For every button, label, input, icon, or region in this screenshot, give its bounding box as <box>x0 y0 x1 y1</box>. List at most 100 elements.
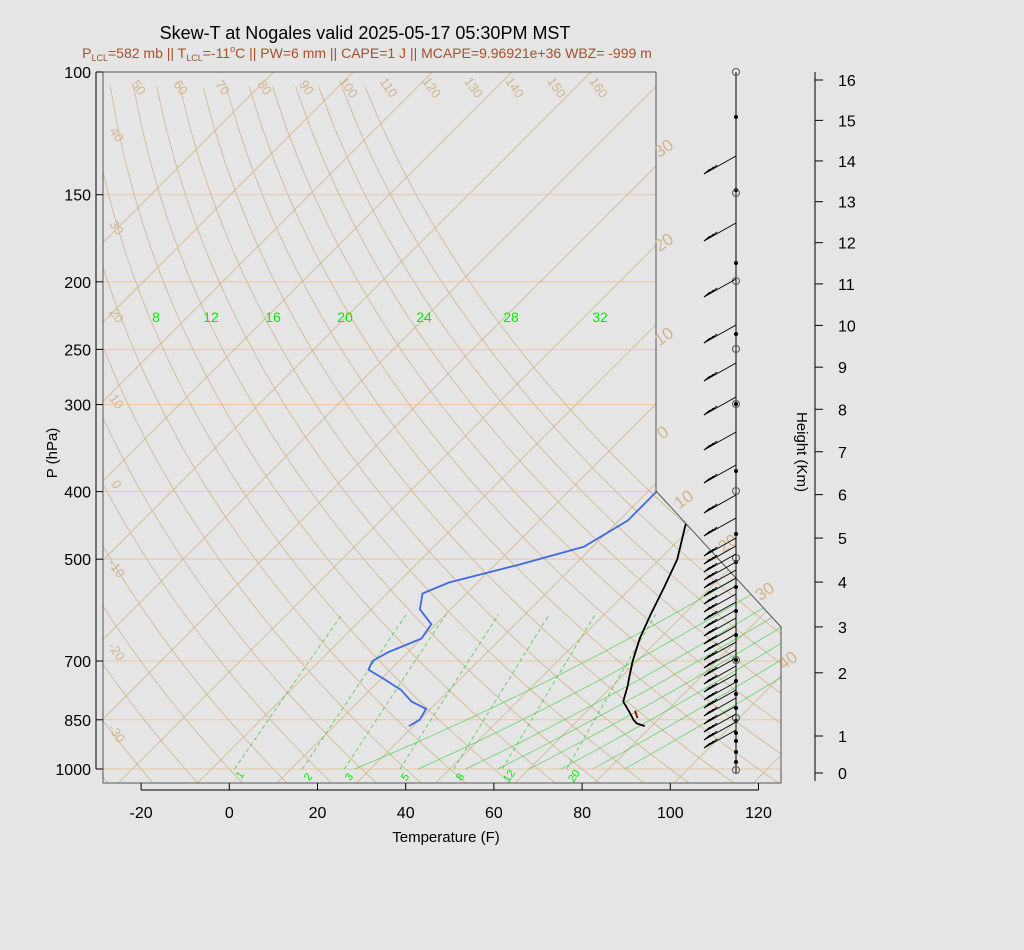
barb-feather <box>710 650 718 657</box>
x-tick-label: 60 <box>485 805 503 822</box>
wind-barb <box>703 577 737 597</box>
wind-barb <box>703 494 737 514</box>
wind-level-dot <box>734 731 738 735</box>
dry-adiabat-top-label: 50 <box>128 77 149 97</box>
x-tick-label: 20 <box>309 805 327 822</box>
dry-adiabat-top-label: 80 <box>254 77 275 97</box>
barb-feather <box>710 594 718 601</box>
barb-feather <box>703 598 711 605</box>
wind-barb <box>703 561 737 581</box>
height-tick-label: 8 <box>838 402 847 419</box>
wind-barb <box>703 396 737 416</box>
barb-feather <box>707 740 714 747</box>
y-tick-label: 300 <box>64 398 91 415</box>
wind-barb <box>703 665 737 685</box>
barb-feather <box>710 405 718 412</box>
height-tick-label: 4 <box>838 575 847 592</box>
barb-feather <box>710 570 718 577</box>
dry-adiabat-170 <box>341 86 781 783</box>
barb-feather <box>707 289 714 296</box>
barb-feather <box>703 550 711 557</box>
wind-barb <box>703 431 737 451</box>
barb-feather <box>703 590 711 597</box>
barb-feather <box>710 546 718 553</box>
barb-feather <box>710 714 718 721</box>
tlcl-value: =-11 <box>203 45 231 61</box>
barb-feather <box>707 335 714 342</box>
wind-barb <box>703 633 737 653</box>
mixing-ratio-label: 8 <box>454 771 467 783</box>
moist-adiabat-label: 12 <box>203 309 219 325</box>
barb-feather <box>710 371 718 378</box>
wind-barb <box>703 278 737 298</box>
dry-adiabat-0 <box>103 86 244 783</box>
moist-adiabat-4 <box>529 323 781 770</box>
barb-feather <box>710 610 718 617</box>
height-tick-label: 15 <box>838 113 856 130</box>
wind-barb <box>703 721 737 741</box>
wind-level-dot <box>734 332 738 336</box>
dry-adiabat-180 <box>364 86 781 783</box>
wind-barb <box>703 609 737 629</box>
dry-adiabat-left-label: 0 <box>108 477 124 492</box>
moist-adiabat-label: 16 <box>265 309 281 325</box>
dry-adiabat-70 <box>110 86 557 783</box>
wind-barb <box>703 657 737 677</box>
dry-adiabat-left-label: 30 <box>106 217 127 237</box>
barb-feather <box>707 373 714 380</box>
barb-feather <box>707 716 714 723</box>
wind-level-dot <box>734 739 738 743</box>
barb-feather <box>710 526 718 533</box>
dry-adiabat-left-label: -20 <box>105 639 128 663</box>
y-tick-label: 400 <box>64 485 91 502</box>
isotherm-label: 10 <box>671 486 697 512</box>
barb-feather <box>707 580 714 587</box>
barb-feather <box>710 578 718 585</box>
height-tick-label: 11 <box>838 277 855 294</box>
barb-feather <box>703 622 711 629</box>
x-tick-label: -20 <box>130 805 153 822</box>
wind-barb <box>703 673 737 693</box>
wind-level-dot <box>734 532 738 536</box>
isotherm-60 <box>832 40 1024 784</box>
barb-feather <box>707 572 714 579</box>
wind-barb <box>703 222 737 242</box>
dry-adiabat-20 <box>103 86 333 783</box>
barb-feather <box>710 586 718 593</box>
x-axis-label: Temperature (F) <box>392 829 500 846</box>
barb-feather <box>707 652 714 659</box>
moist-adiabat-6 <box>592 323 781 770</box>
barb-feather <box>703 686 711 693</box>
moist-adiabat-label: 8 <box>152 309 160 325</box>
moist-adiabat-label: 32 <box>592 309 608 325</box>
x-tick-label: 80 <box>573 805 591 822</box>
height-tick-label: 10 <box>838 318 856 335</box>
dry-adiabat-120 <box>225 86 780 783</box>
mixing-ratio-label: 5 <box>399 771 412 783</box>
moist-adiabat-label: 24 <box>416 309 432 325</box>
barb-feather <box>710 698 718 705</box>
barb-feather <box>710 333 718 340</box>
dry-adiabat-left-label: 20 <box>106 305 127 325</box>
wind-barb <box>703 593 737 613</box>
barb-feather <box>710 642 718 649</box>
barb-feather <box>703 235 711 242</box>
dry-adiabat-140 <box>272 86 781 783</box>
barb-feather <box>710 440 718 447</box>
dry-adiabat-10 <box>103 86 288 783</box>
barb-feather <box>710 634 718 641</box>
barb-feather <box>703 646 711 653</box>
height-tick-label: 3 <box>838 620 847 637</box>
y-tick-label: 1000 <box>55 762 91 779</box>
dry-adiabat--50 <box>0 87 19 784</box>
barb-feather <box>707 668 714 675</box>
barb-feather <box>707 700 714 707</box>
barb-feather <box>703 710 711 717</box>
wind-level-dot <box>734 469 738 473</box>
barb-feather <box>703 718 711 725</box>
dry-adiabat-60 <box>103 86 512 783</box>
wind-barb <box>703 553 737 573</box>
tlcl-rest: C || PW=6 mm || CAPE=1 J || MCAPE=9.9692… <box>235 45 652 61</box>
barb-feather <box>703 606 711 613</box>
barb-feather <box>707 475 714 482</box>
